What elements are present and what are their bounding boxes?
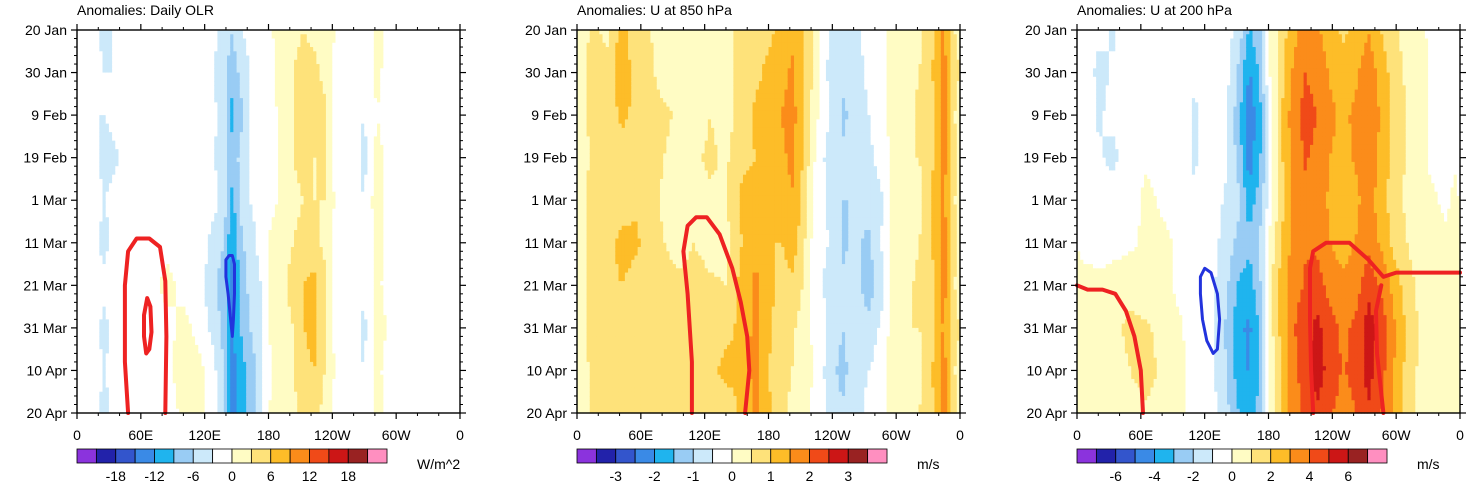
heatmap-field [77, 30, 461, 414]
figure-canvas: Anomalies: Daily OLR 20 Jan30 Jan9 Feb19… [0, 0, 1473, 498]
panel-title: Anomalies: Daily OLR [77, 2, 214, 18]
